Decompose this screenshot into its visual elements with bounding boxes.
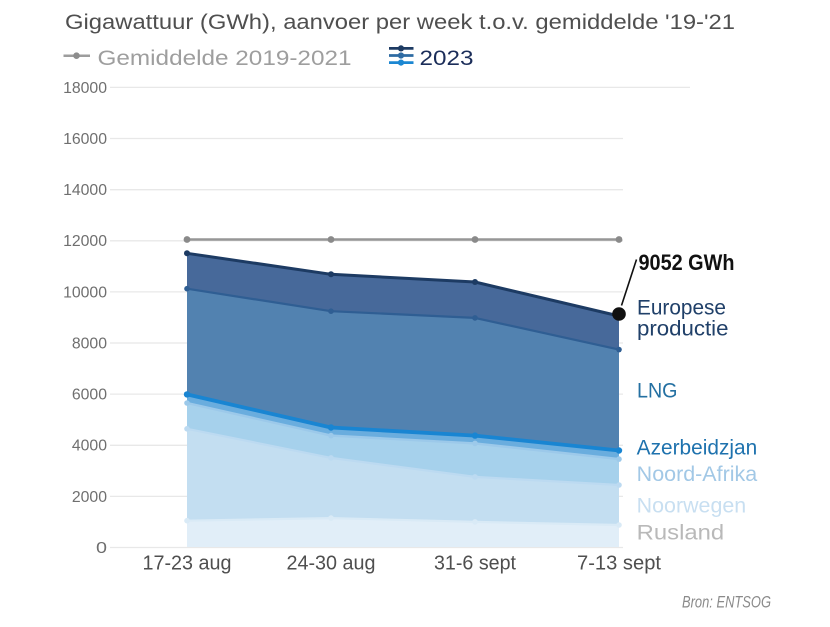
svg-text:Gigawattuur (GWh), aanvoer per: Gigawattuur (GWh), aanvoer per week t.o.… <box>65 10 735 34</box>
svg-text:24-30 aug: 24-30 aug <box>287 551 376 574</box>
svg-text:10000: 10000 <box>63 284 107 301</box>
svg-text:0: 0 <box>96 540 107 557</box>
svg-text:LNG: LNG <box>637 378 678 402</box>
svg-text:4000: 4000 <box>72 438 107 455</box>
svg-text:Gemiddelde 2019-2021: Gemiddelde 2019-2021 <box>98 47 352 70</box>
svg-text:productie: productie <box>637 318 729 341</box>
svg-text:12000: 12000 <box>63 233 107 250</box>
svg-text:6000: 6000 <box>72 387 107 404</box>
svg-text:Noorwegen: Noorwegen <box>637 495 747 518</box>
svg-text:31-6 sept: 31-6 sept <box>434 551 516 574</box>
svg-text:2000: 2000 <box>72 489 107 506</box>
svg-text:Europese: Europese <box>637 297 726 320</box>
svg-text:9052 GWh: 9052 GWh <box>639 250 735 275</box>
svg-text:16000: 16000 <box>63 131 107 148</box>
svg-text:7-13 sept: 7-13 sept <box>577 551 661 574</box>
svg-text:Noord-Afrika: Noord-Afrika <box>637 463 758 486</box>
svg-text:8000: 8000 <box>72 335 107 352</box>
svg-text:2023: 2023 <box>420 47 474 70</box>
svg-text:14000: 14000 <box>63 182 107 199</box>
svg-text:Bron: ENTSOG: Bron: ENTSOG <box>682 593 771 612</box>
svg-text:Azerbeidzjan: Azerbeidzjan <box>637 437 758 460</box>
svg-text:Rusland: Rusland <box>637 522 725 545</box>
svg-text:18000: 18000 <box>63 80 107 97</box>
svg-text:17-23 aug: 17-23 aug <box>143 551 232 574</box>
